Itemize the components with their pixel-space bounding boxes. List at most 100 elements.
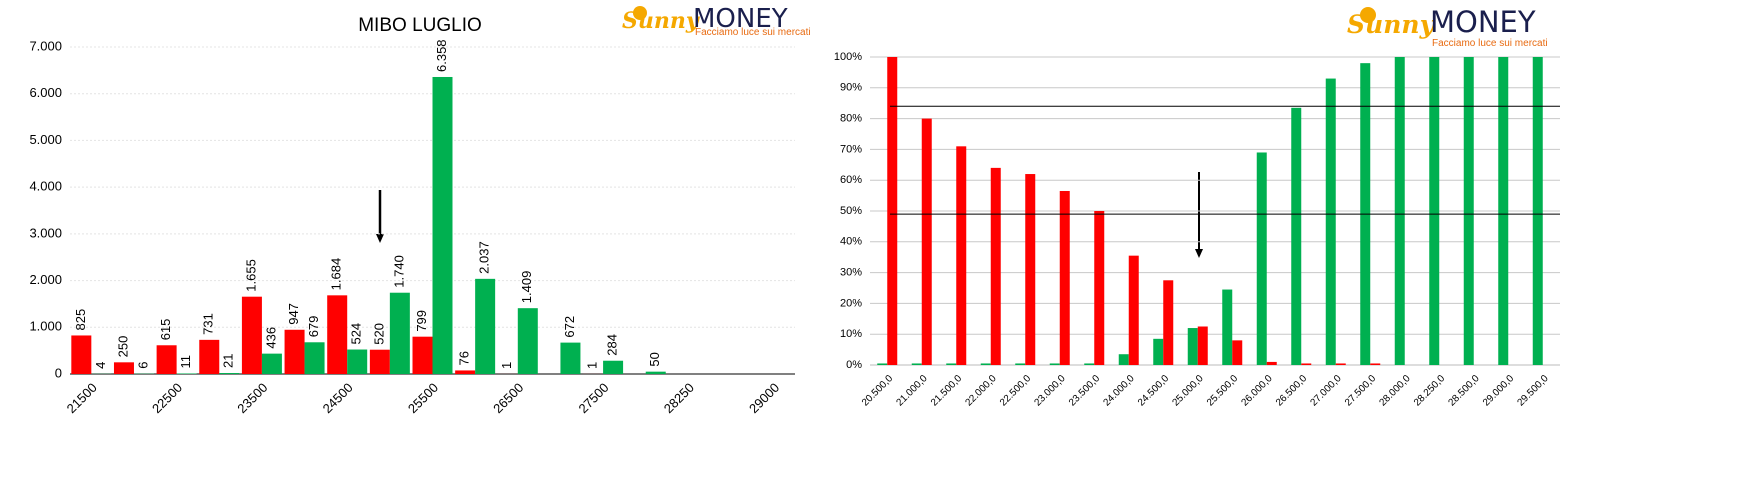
- y-tick-label: 0%: [846, 359, 862, 371]
- y-tick-label: 10%: [840, 328, 862, 340]
- bar: [327, 295, 348, 374]
- bar: [1463, 57, 1474, 365]
- y-tick-label: 0: [55, 365, 62, 380]
- bar: [432, 76, 453, 374]
- value-label: 1.409: [519, 271, 534, 304]
- x-tick-label: 22500: [149, 380, 185, 416]
- bar: [1266, 361, 1277, 365]
- x-tick-label: 24.000,0: [1101, 373, 1137, 409]
- bar: [199, 339, 220, 374]
- logo-sun: [1360, 7, 1376, 23]
- bar: [71, 335, 92, 374]
- x-tick-label: 25.500,0: [1205, 373, 1241, 409]
- bar: [1187, 328, 1198, 365]
- x-tick-label: 21500: [64, 380, 100, 416]
- bar: [517, 308, 538, 374]
- bar: [1394, 57, 1405, 365]
- value-label: 799: [414, 310, 429, 332]
- x-tick-label: 28250: [661, 380, 697, 416]
- x-tick-label: 28.500,0: [1446, 373, 1482, 409]
- logo-sun: [633, 6, 647, 20]
- y-tick-label: 50%: [840, 205, 862, 217]
- bar: [412, 336, 433, 374]
- x-tick-label: 23.000,0: [1032, 373, 1068, 409]
- x-tick-label: 29.500,0: [1515, 373, 1551, 409]
- y-tick-label: 60%: [840, 174, 862, 186]
- bar: [241, 296, 262, 374]
- bar: [475, 278, 496, 374]
- value-label: 1.740: [391, 255, 406, 288]
- bar: [980, 363, 991, 365]
- bar: [1256, 152, 1267, 365]
- x-tick-label: 25.000,0: [1170, 373, 1206, 409]
- x-tick-label: 21.500,0: [929, 373, 965, 409]
- bar: [990, 167, 1001, 365]
- bar: [1153, 338, 1164, 365]
- bar: [603, 360, 624, 374]
- x-tick-label: 27500: [575, 380, 611, 416]
- value-label: 520: [371, 323, 386, 345]
- value-label: 284: [605, 334, 620, 356]
- value-label: 21: [221, 354, 236, 368]
- logo-brand-a: Sunny: [622, 8, 701, 34]
- y-tick-label: 70%: [840, 143, 862, 155]
- value-label: 615: [158, 319, 173, 341]
- bar: [389, 292, 410, 374]
- bar: [1498, 57, 1509, 365]
- bar: [455, 370, 476, 374]
- bar: [1197, 326, 1208, 365]
- logo-brand-a: Sunny: [1347, 10, 1436, 39]
- bar: [921, 118, 932, 365]
- bar: [887, 57, 898, 365]
- logo-brand-b: MONEY: [693, 4, 788, 34]
- value-label: 1: [499, 362, 514, 369]
- bar: [1059, 190, 1070, 365]
- bar: [261, 353, 282, 374]
- bar: [946, 363, 957, 365]
- bar: [1015, 363, 1026, 365]
- bar: [284, 329, 305, 374]
- x-tick-label: 26.000,0: [1239, 373, 1275, 409]
- value-label: 11: [178, 355, 193, 369]
- bar: [911, 363, 922, 365]
- x-tick-label: 22.500,0: [998, 373, 1034, 409]
- bar: [369, 349, 390, 374]
- y-tick-label: 100%: [834, 51, 862, 63]
- arrow: [1195, 172, 1203, 258]
- bar: [1232, 340, 1243, 365]
- x-tick-label: 24500: [320, 380, 356, 416]
- value-label: 679: [306, 316, 321, 338]
- bar: [219, 373, 240, 374]
- arrow: [376, 190, 384, 243]
- x-tick-label: 23500: [234, 380, 270, 416]
- bar: [1370, 363, 1381, 365]
- bar: [1118, 354, 1129, 365]
- x-tick-label: 29000: [746, 380, 782, 416]
- value-label: 731: [201, 313, 216, 335]
- value-label: 6.358: [434, 39, 449, 72]
- x-tick-label: 22.000,0: [963, 373, 999, 409]
- logo-brand-b: MONEY: [1430, 5, 1536, 39]
- value-label: 947: [286, 303, 301, 325]
- bar: [1335, 363, 1346, 365]
- bar: [1301, 363, 1312, 365]
- value-label: 50: [647, 352, 662, 366]
- x-tick-label: 25500: [405, 380, 441, 416]
- x-tick-label: 24.500,0: [1136, 373, 1172, 409]
- bar: [1049, 363, 1060, 365]
- value-label: 436: [263, 327, 278, 349]
- y-tick-label: 7.000: [29, 38, 62, 53]
- bar: [156, 345, 177, 374]
- bar: [113, 362, 134, 374]
- bar: [877, 363, 888, 365]
- value-label: 2.037: [477, 241, 492, 274]
- value-label: 4: [93, 362, 108, 369]
- bar: [1025, 174, 1036, 365]
- bar: [560, 342, 581, 374]
- bar: [347, 349, 368, 374]
- bar: [645, 371, 666, 374]
- value-label: 1: [585, 362, 600, 369]
- x-tick-label: 29.000,0: [1481, 373, 1517, 409]
- value-label: 6: [135, 361, 150, 368]
